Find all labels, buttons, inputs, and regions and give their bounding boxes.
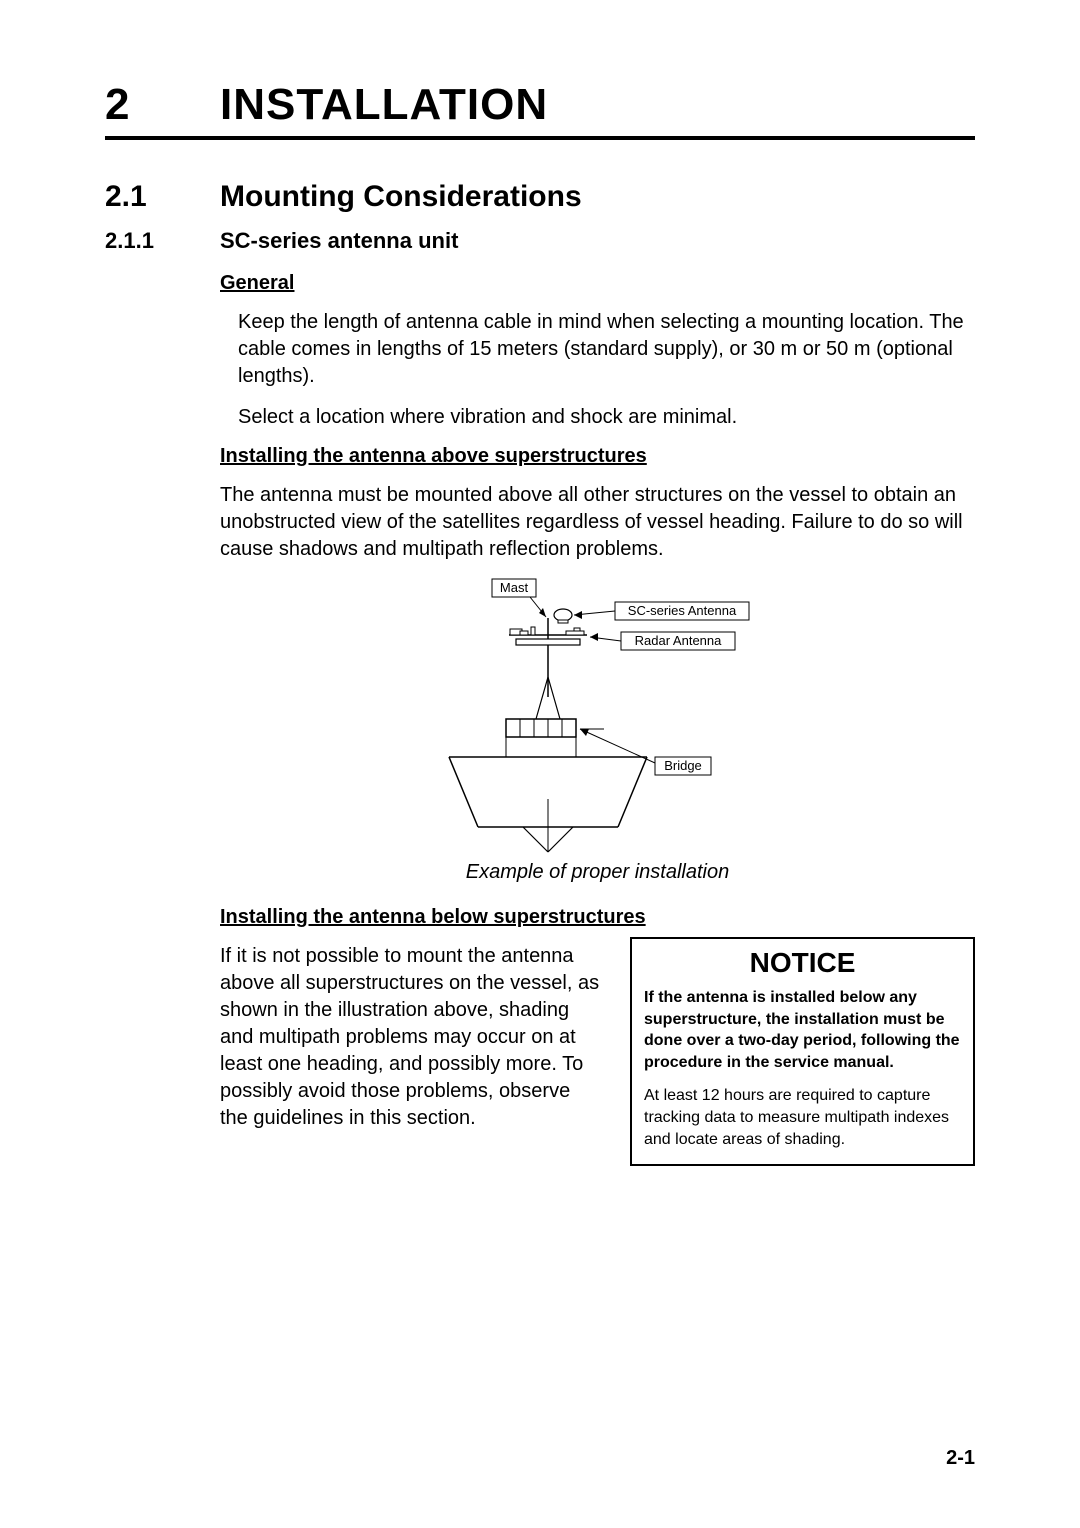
above-p1: The antenna must be mounted above all ot… xyxy=(220,482,975,563)
section-header: 2.1 Mounting Considerations xyxy=(105,180,975,214)
diagram-caption: Example of proper installation xyxy=(220,861,975,884)
above-heading: Installing the antenna above superstruct… xyxy=(220,445,975,468)
diagram-label-radar: Radar Antenna xyxy=(634,633,722,648)
diagram-label-mast: Mast xyxy=(499,580,528,595)
subsection-header: 2.1.1 SC-series antenna unit xyxy=(105,228,975,254)
content-area: General Keep the length of antenna cable… xyxy=(220,272,975,1166)
section-title: Mounting Considerations xyxy=(220,180,582,214)
chapter-header: 2 INSTALLATION xyxy=(105,80,975,140)
diagram-label-sc: SC-series Antenna xyxy=(627,603,736,618)
installation-diagram: Mast SC-series Antenna Radar Antenna Bri… xyxy=(220,577,975,857)
chapter-title: INSTALLATION xyxy=(220,80,548,130)
notice-title: NOTICE xyxy=(644,947,961,979)
two-column-row: If it is not possible to mount the anten… xyxy=(220,943,975,1166)
notice-bold-text: If the antenna is installed below any su… xyxy=(644,987,961,1073)
subsection-title: SC-series antenna unit xyxy=(220,228,458,254)
general-p1: Keep the length of antenna cable in mind… xyxy=(238,309,975,390)
notice-body-text: At least 12 hours are required to captur… xyxy=(644,1085,961,1150)
chapter-number: 2 xyxy=(105,80,220,130)
below-heading: Installing the antenna below superstruct… xyxy=(220,906,975,929)
general-heading: General xyxy=(220,272,975,295)
general-p2: Select a location where vibration and sh… xyxy=(238,404,975,431)
subsection-number: 2.1.1 xyxy=(105,228,220,254)
below-p1: If it is not possible to mount the anten… xyxy=(220,943,602,1132)
notice-box: NOTICE If the antenna is installed below… xyxy=(630,937,975,1166)
section-number: 2.1 xyxy=(105,180,220,214)
diagram-label-bridge: Bridge xyxy=(664,758,702,773)
page-number: 2-1 xyxy=(946,1447,975,1470)
ship-diagram-svg: Mast SC-series Antenna Radar Antenna Bri… xyxy=(408,577,788,857)
